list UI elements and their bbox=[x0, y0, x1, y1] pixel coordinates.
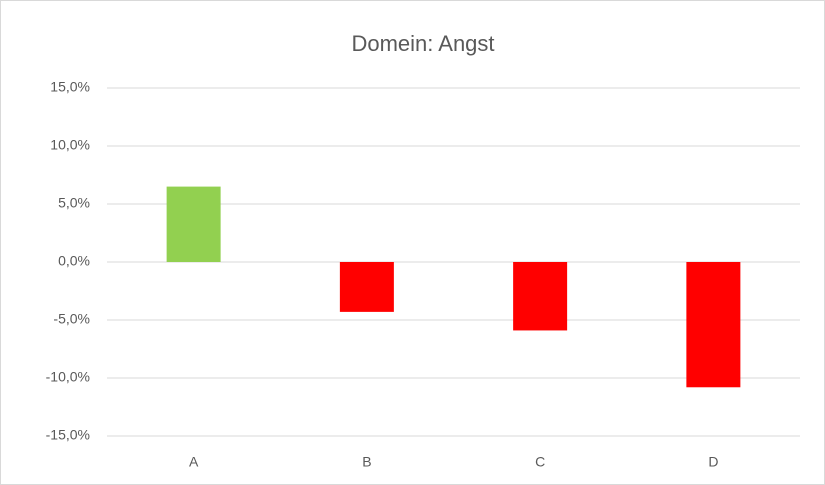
bar bbox=[686, 262, 741, 388]
y-tick-label: -5,0% bbox=[53, 311, 90, 327]
x-tick-label: D bbox=[708, 454, 718, 470]
y-tick-label: -10,0% bbox=[46, 369, 90, 385]
y-tick-label: 15,0% bbox=[50, 79, 90, 95]
x-tick-label: B bbox=[362, 454, 371, 470]
y-tick-label: 10,0% bbox=[50, 137, 90, 153]
y-tick-label: 5,0% bbox=[58, 195, 90, 211]
x-tick-label: C bbox=[535, 454, 545, 470]
y-tick-label: -15,0% bbox=[46, 427, 90, 443]
x-tick-label: A bbox=[189, 454, 199, 470]
y-tick-label: 0,0% bbox=[58, 253, 90, 269]
bar bbox=[339, 262, 394, 312]
bar bbox=[166, 186, 221, 262]
bar bbox=[513, 262, 568, 331]
chart-title: Domein: Angst bbox=[351, 31, 494, 56]
